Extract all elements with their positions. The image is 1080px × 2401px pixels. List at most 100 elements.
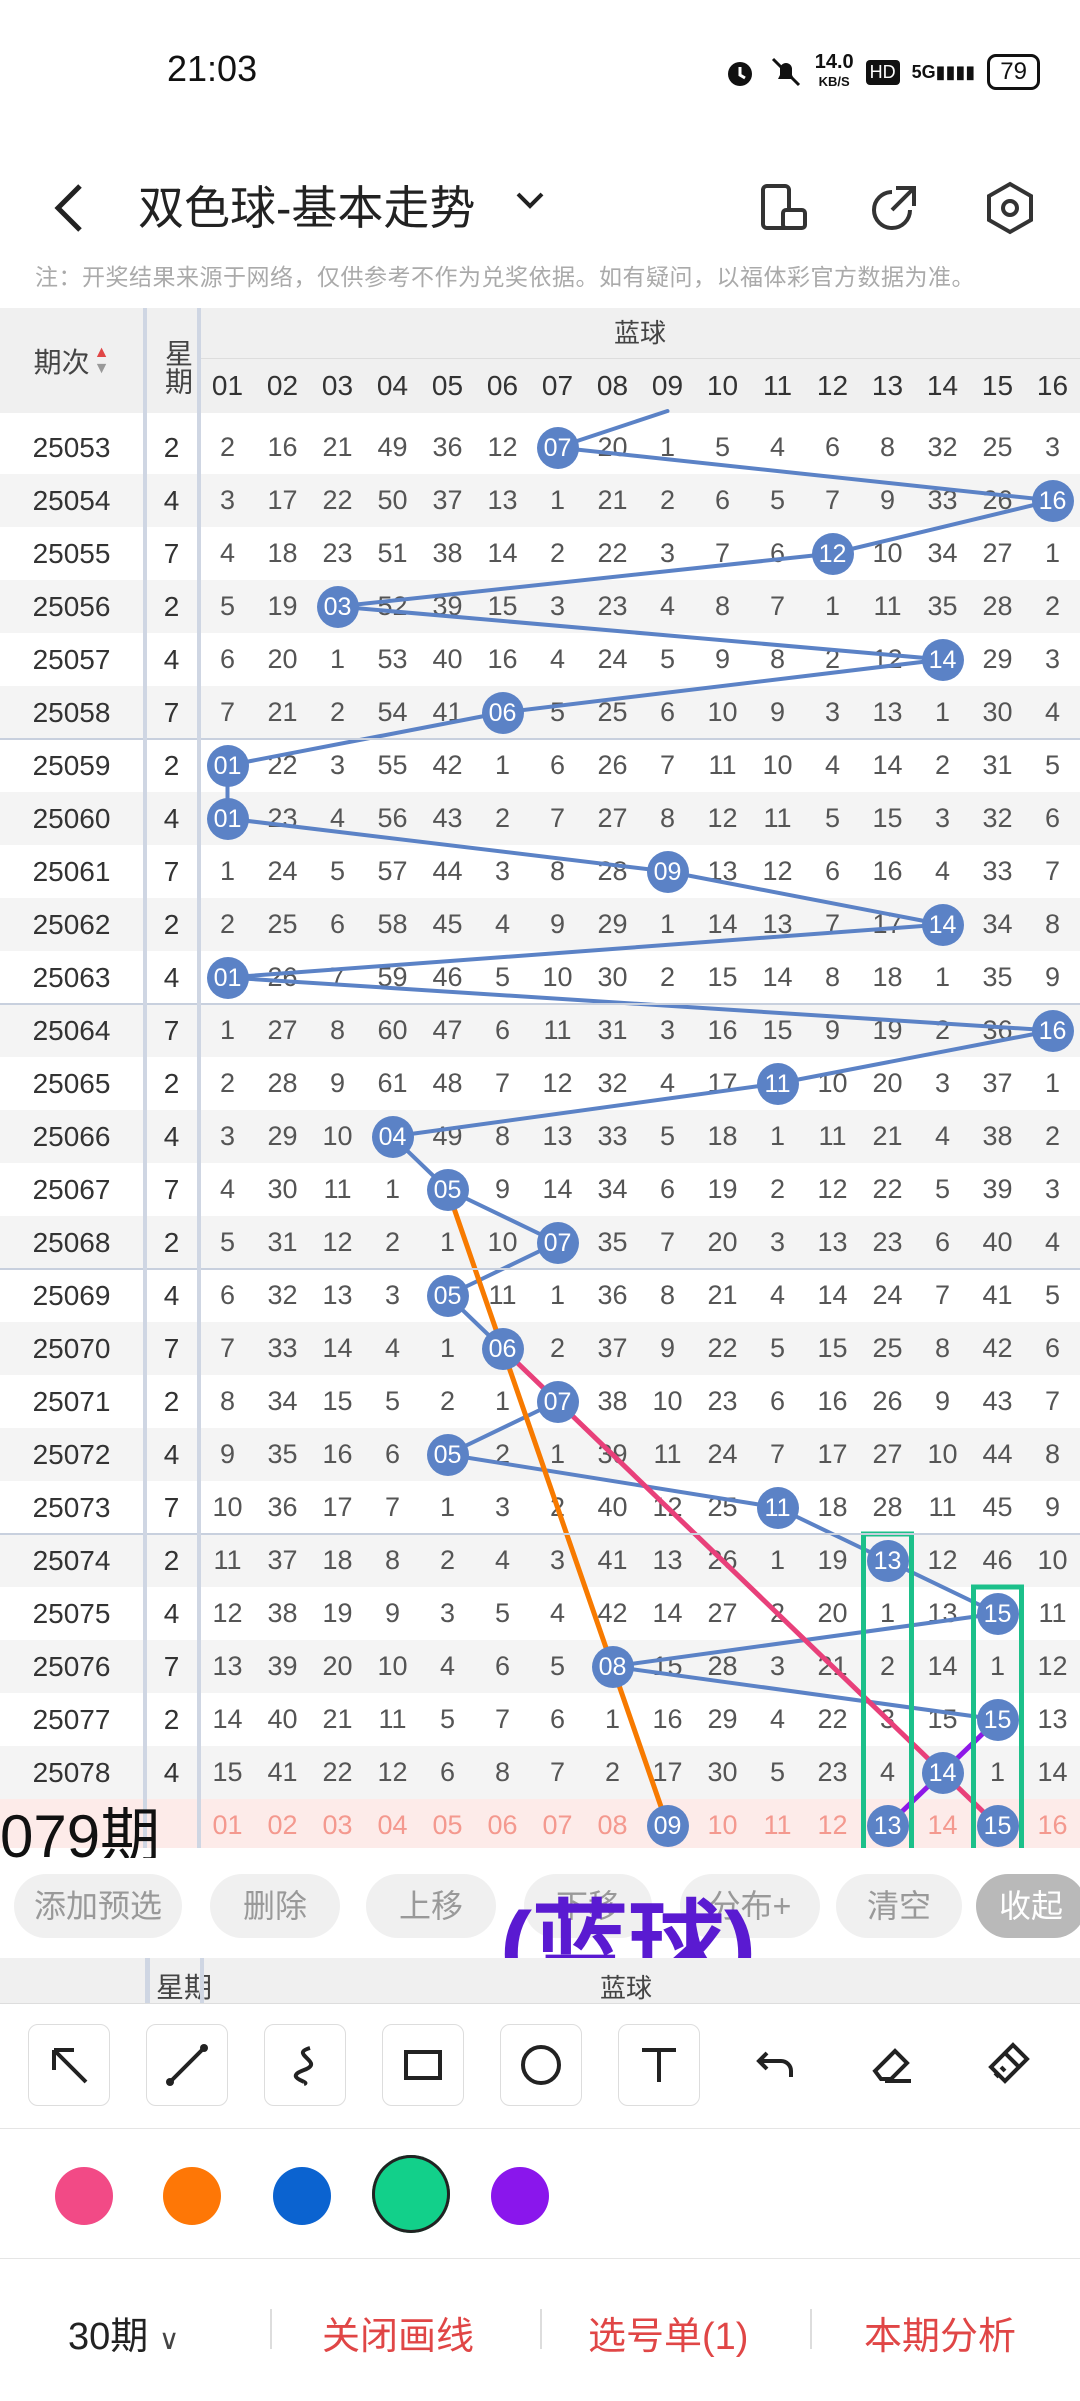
miss-count-cell: 40 [982, 1227, 1013, 1257]
miss-count-cell: 1 [549, 485, 566, 515]
arrow-icon[interactable] [28, 2024, 110, 2106]
miss-count-cell: 24 [707, 1439, 738, 1469]
color-green-selected[interactable] [372, 2155, 450, 2233]
collapse-button[interactable]: 收起 [976, 1874, 1080, 1938]
table-row: 25058 7 7 21 2 54 41 5 25 6 10 9 3 13 1 30 4 [0, 686, 1080, 739]
settings-icon[interactable] [982, 180, 1038, 236]
move-up-button[interactable]: 上移 [366, 1874, 496, 1938]
pick-cell-02[interactable]: 02 [267, 1810, 298, 1840]
table-row: 25064 7 1 27 8 60 47 6 11 31 3 16 15 9 19 2 36 [0, 1004, 1080, 1057]
pick-cell-11[interactable]: 11 [763, 1810, 792, 1840]
miss-count-cell: 37 [597, 1333, 628, 1363]
rotate-screen-icon[interactable] [755, 180, 811, 236]
miss-count-cell: 4 [549, 1598, 566, 1628]
miss-count-cell: 12 [817, 1174, 848, 1204]
blue-number-header-12: 12 [816, 370, 849, 401]
miss-count-cell: 26 [872, 1386, 903, 1416]
miss-count-cell: 16 [652, 1704, 683, 1734]
miss-count-cell: 1 [219, 856, 236, 886]
miss-count-cell: 13 [542, 1121, 573, 1151]
rectangle-icon[interactable] [382, 2024, 464, 2106]
row-group-divider [0, 1268, 1080, 1270]
clear-brush-icon[interactable] [968, 2024, 1048, 2104]
color-pink[interactable] [55, 2167, 113, 2225]
pick-cell-04[interactable]: 04 [377, 1810, 408, 1840]
miss-count-cell: 16 [707, 1015, 738, 1045]
hd-icon: HD [865, 59, 900, 85]
trend-line-segment [555, 445, 1055, 503]
miss-count-cell: 2 [494, 803, 511, 833]
miss-count-cell: 11 [213, 1545, 242, 1575]
miss-count-cell: 5 [1044, 1280, 1061, 1310]
undo-icon[interactable] [736, 2024, 816, 2104]
table-row: 25053 2 2 16 21 49 36 12 20 1 5 4 6 8 32 25 3 [0, 421, 1080, 474]
miss-count-cell: 1 [934, 697, 951, 727]
col-period-header[interactable]: 期次 ▲ ▼ [33, 343, 110, 378]
delete-button[interactable]: 删除 [210, 1874, 340, 1938]
miss-count-cell: 3 [659, 1015, 676, 1045]
miss-count-cell: 9 [384, 1598, 401, 1628]
add-preselect-button[interactable]: 添加预选 [14, 1874, 182, 1938]
blue-number-header-01: 01 [211, 370, 244, 401]
miss-count-cell: 19 [322, 1598, 353, 1628]
circle-icon[interactable] [500, 2024, 582, 2106]
color-blue[interactable] [273, 2167, 331, 2225]
clear-button[interactable]: 清空 [836, 1874, 962, 1938]
blue-number-header-11: 11 [762, 370, 793, 401]
back-icon[interactable] [50, 178, 90, 238]
miss-count-cell: 10 [707, 697, 738, 727]
miss-count-cell: 27 [872, 1439, 903, 1469]
pick-cell-05[interactable]: 05 [432, 1810, 463, 1840]
status-bar: 21:03 14.0 KB/S HD 5G▮▮▮▮ 79 [0, 0, 1080, 140]
close-draw-button[interactable]: 关闭画线 [322, 2316, 475, 2358]
divider [540, 2309, 542, 2349]
miss-count-cell: 6 [384, 1439, 401, 1469]
miss-count-cell: 8 [1044, 909, 1061, 939]
miss-count-cell: 15 [212, 1757, 243, 1787]
miss-count-cell: 12 [377, 1757, 408, 1787]
miss-count-cell: 11 [818, 1121, 847, 1151]
miss-count-cell: 5 [659, 1121, 676, 1151]
miss-count-cell: 1 [934, 962, 951, 992]
chevron-down-icon[interactable] [510, 180, 550, 220]
weekday-cell: 4 [163, 1280, 180, 1311]
pick-cell-06[interactable]: 06 [487, 1810, 518, 1840]
curve-icon[interactable] [264, 2024, 346, 2106]
miss-count-cell: 1 [824, 591, 841, 621]
miss-count-cell: 21 [322, 432, 353, 462]
pick-cell-07[interactable]: 07 [542, 1810, 573, 1840]
miss-count-cell: 21 [597, 485, 628, 515]
period-analysis-button[interactable]: 本期分析 [864, 2316, 1017, 2358]
share-icon[interactable] [866, 180, 922, 236]
miss-count-cell: 4 [824, 750, 841, 780]
trend-chart[interactable]: 期次 ▲ ▼ 星期 蓝球 01 02 03 04 05 06 07 08 09 10 11 12 13 14 1… [0, 308, 1080, 1848]
page-title[interactable]: 双色球-基本走势 [138, 182, 476, 234]
analyze-button[interactable]: 分布+ [680, 1874, 820, 1938]
table-row: 25066 4 3 29 10 49 8 13 33 5 18 1 11 21 4 38 2 [0, 1110, 1080, 1163]
miss-count-cell: 29 [982, 644, 1013, 674]
pick-cell-16[interactable]: 16 [1037, 1810, 1068, 1840]
table-row: 25070 7 7 33 14 4 1 2 37 9 22 5 15 25 8 42 6 [0, 1322, 1080, 1375]
miss-count-cell: 39 [267, 1651, 298, 1681]
miss-count-cell: 2 [604, 1757, 621, 1787]
move-down-button[interactable]: 下移 [524, 1874, 652, 1938]
miss-count-cell: 6 [494, 1651, 511, 1681]
miss-count-cell: 16 [267, 432, 298, 462]
color-purple[interactable] [491, 2167, 549, 2225]
color-orange[interactable] [163, 2167, 221, 2225]
pick-cell-14[interactable]: 14 [927, 1810, 958, 1840]
line-icon[interactable] [146, 2024, 228, 2106]
period-selector[interactable]: 30期 ∨ [68, 2316, 180, 2358]
pick-cell-08[interactable]: 08 [597, 1810, 628, 1840]
text-icon[interactable] [618, 2024, 700, 2106]
eraser-icon[interactable] [852, 2024, 932, 2104]
pick-cell-03[interactable]: 03 [322, 1810, 353, 1840]
miss-count-cell: 14 [927, 1651, 958, 1681]
pick-cell-12[interactable]: 12 [817, 1810, 848, 1840]
pick-list-button[interactable]: 选号单(1) [588, 2316, 749, 2358]
miss-count-cell: 2 [549, 538, 566, 568]
pick-cell-01[interactable]: 01 [212, 1810, 243, 1840]
pick-cell-10[interactable]: 10 [707, 1810, 738, 1840]
miss-count-cell: 12 [487, 432, 518, 462]
blue-number-header-05: 05 [431, 370, 464, 401]
